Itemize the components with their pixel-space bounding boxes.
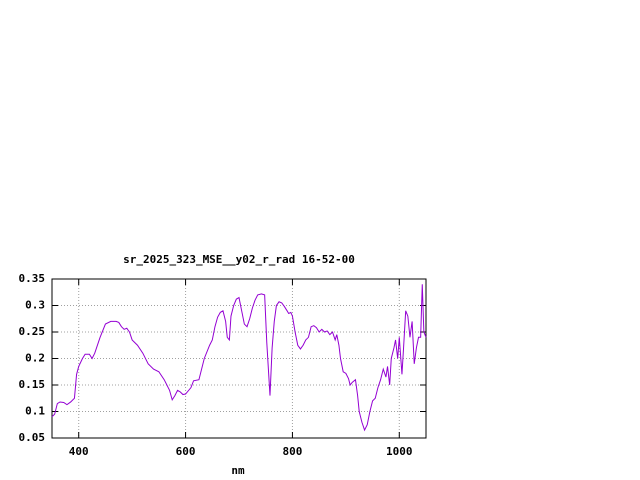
y-tick-label: 0.25 [19, 325, 46, 338]
x-axis-label: nm [231, 464, 245, 477]
x-tick-label: 400 [69, 445, 89, 458]
y-tick-label: 0.15 [19, 378, 46, 391]
y-tick-label: 0.1 [25, 405, 45, 418]
y-tick-label: 0.3 [25, 299, 45, 312]
data-line [51, 284, 427, 432]
y-tick-label: 0.2 [25, 352, 45, 365]
y-tick-label: 0.35 [19, 272, 46, 285]
x-tick-label: 1000 [386, 445, 413, 458]
x-tick-label: 800 [282, 445, 302, 458]
plot-border [51, 278, 427, 439]
chart-title: sr_2025_323_MSE__y02_r_rad 16-52-00 [123, 253, 355, 266]
y-tick-label: 0.05 [19, 431, 46, 444]
x-tick-label: 600 [176, 445, 196, 458]
